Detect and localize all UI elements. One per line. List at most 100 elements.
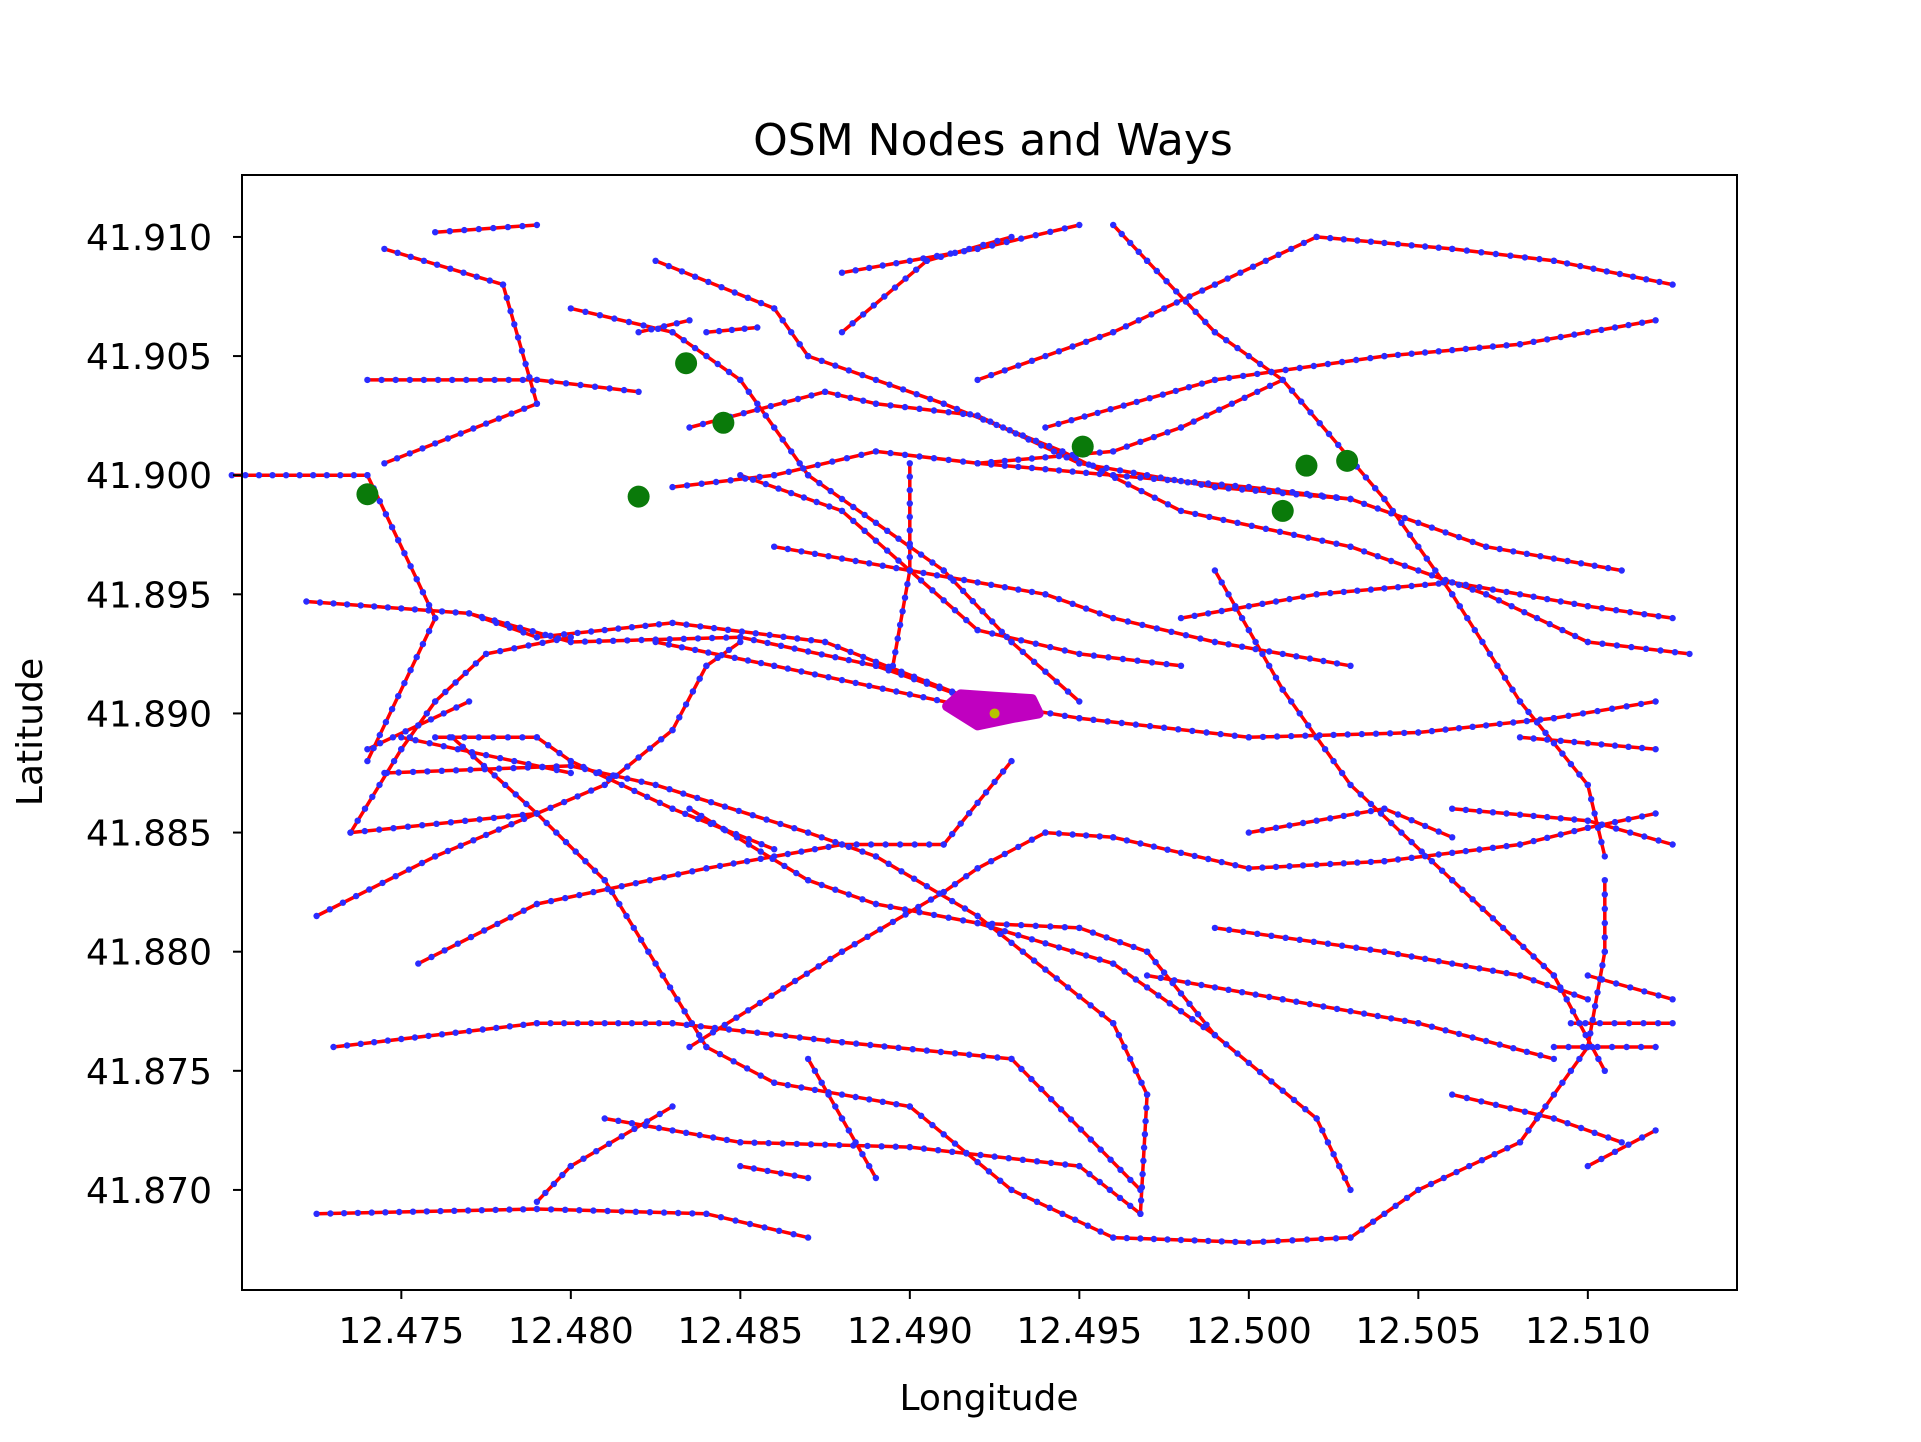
osm-node	[637, 936, 645, 943]
osm-node	[825, 843, 832, 851]
osm-node	[1160, 724, 1168, 731]
osm-node	[927, 395, 934, 403]
osm-node	[988, 371, 995, 379]
osm-node	[1019, 1156, 1026, 1164]
osm-node	[1381, 585, 1388, 592]
osm-node	[1401, 562, 1409, 569]
osm-node	[1313, 734, 1320, 741]
osm-node	[1216, 406, 1223, 413]
osm-node	[1428, 524, 1436, 531]
osm-node	[1449, 877, 1456, 884]
osm-node	[1232, 605, 1239, 612]
osm-node	[1367, 946, 1374, 953]
osm-node	[930, 455, 938, 462]
osm-node	[788, 448, 795, 455]
osm-node	[1061, 225, 1069, 232]
osm-node	[1225, 986, 1232, 993]
osm-node	[1598, 741, 1605, 748]
osm-node	[1347, 1234, 1354, 1241]
osm-node	[610, 772, 617, 779]
osm-node	[652, 257, 659, 264]
osm-node	[567, 1162, 574, 1170]
osm-node	[745, 1007, 752, 1014]
osm-node	[364, 472, 371, 479]
osm-node	[1318, 492, 1325, 499]
osm-node	[1137, 474, 1144, 481]
osm-node	[574, 793, 581, 800]
osm-node	[791, 825, 798, 832]
osm-node	[1656, 278, 1663, 286]
osm-node	[1266, 662, 1273, 669]
osm-node	[1028, 464, 1036, 472]
osm-node	[1272, 674, 1280, 681]
osm-node	[879, 1098, 886, 1106]
osm-node	[1530, 837, 1537, 845]
osm-node	[696, 1131, 703, 1139]
osm-node	[1225, 485, 1232, 492]
osm-node	[1557, 986, 1564, 993]
osm-node	[673, 320, 680, 327]
osm-node	[784, 850, 791, 858]
osm-node	[737, 376, 744, 384]
osm-node	[703, 1210, 710, 1218]
osm-node	[803, 970, 810, 977]
osm-node	[1142, 1117, 1149, 1125]
osm-node	[1357, 791, 1364, 798]
y-axis-label: Latitude	[10, 658, 51, 806]
osm-node	[1374, 1012, 1381, 1020]
osm-node	[432, 229, 439, 236]
osm-node	[688, 1020, 696, 1027]
osm-node	[529, 628, 536, 635]
osm-node	[1523, 550, 1531, 557]
osm-node	[1047, 923, 1054, 930]
osm-node	[1516, 811, 1524, 818]
osm-node	[1550, 257, 1558, 264]
osm-node	[733, 1014, 740, 1021]
osm-node	[1119, 655, 1127, 663]
osm-node	[1127, 1055, 1134, 1063]
osm-node	[481, 927, 488, 934]
osm-node	[917, 1112, 925, 1120]
osm-node	[1008, 757, 1015, 765]
osm-node	[1047, 1159, 1055, 1167]
osm-node	[1438, 867, 1446, 874]
osm-node	[505, 813, 512, 820]
osm-node	[989, 618, 996, 625]
osm-node	[1559, 750, 1566, 757]
osm-node	[884, 527, 891, 534]
osm-node	[741, 325, 748, 332]
osm-node	[572, 848, 579, 855]
osm-node	[1536, 1111, 1543, 1119]
osm-node	[505, 376, 512, 384]
osm-node	[1394, 240, 1402, 248]
osm-node	[1096, 833, 1103, 840]
osm-node	[1599, 640, 1606, 647]
osm-node	[282, 472, 290, 479]
osm-node	[1510, 719, 1517, 726]
osm-node	[1225, 374, 1233, 382]
osm-node	[1047, 228, 1054, 235]
osm-node	[1001, 462, 1008, 469]
osm-node	[1266, 488, 1273, 496]
osm-node	[1139, 1170, 1146, 1178]
osm-node	[479, 1026, 486, 1033]
osm-node	[1177, 849, 1185, 856]
osm-node	[550, 1180, 558, 1188]
osm-node	[591, 867, 599, 874]
osm-node	[771, 1079, 778, 1086]
osm-node	[1394, 351, 1402, 359]
osm-node	[1503, 810, 1510, 817]
osm-node	[963, 616, 970, 624]
osm-node	[1262, 257, 1270, 264]
osm-node	[969, 597, 976, 605]
osm-node	[635, 329, 642, 336]
osm-node	[893, 688, 900, 695]
osm-node	[872, 376, 880, 384]
osm-node	[850, 503, 857, 511]
osm-node	[1279, 996, 1286, 1003]
osm-node	[582, 858, 589, 865]
osm-node	[845, 843, 852, 851]
osm-node	[630, 924, 637, 932]
osm-node	[1096, 956, 1103, 963]
osm-node	[686, 424, 693, 431]
